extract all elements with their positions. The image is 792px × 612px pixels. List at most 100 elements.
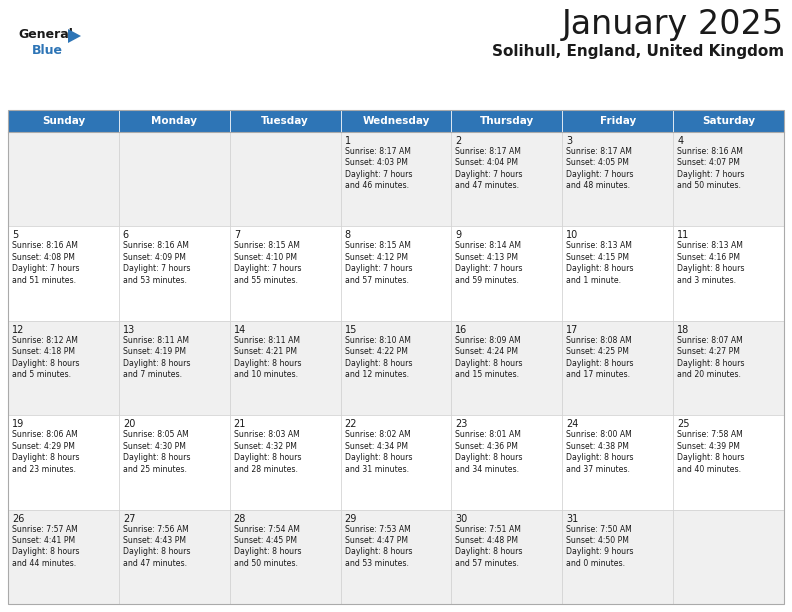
Text: Sunrise: 8:17 AM
Sunset: 4:03 PM
Daylight: 7 hours
and 46 minutes.: Sunrise: 8:17 AM Sunset: 4:03 PM Dayligh…: [345, 147, 412, 190]
Bar: [451, 132, 562, 226]
Text: 22: 22: [345, 419, 357, 429]
Text: 3: 3: [566, 136, 573, 146]
Text: Sunrise: 8:05 AM
Sunset: 4:30 PM
Daylight: 8 hours
and 25 minutes.: Sunrise: 8:05 AM Sunset: 4:30 PM Dayligh…: [123, 430, 190, 474]
Text: 24: 24: [566, 419, 579, 429]
Text: 17: 17: [566, 325, 579, 335]
Bar: [8, 415, 119, 510]
Text: 14: 14: [234, 325, 246, 335]
Text: Sunrise: 8:15 AM
Sunset: 4:12 PM
Daylight: 7 hours
and 57 minutes.: Sunrise: 8:15 AM Sunset: 4:12 PM Dayligh…: [345, 241, 412, 285]
Bar: [8, 110, 119, 132]
Text: Sunrise: 8:16 AM
Sunset: 4:07 PM
Daylight: 7 hours
and 50 minutes.: Sunrise: 8:16 AM Sunset: 4:07 PM Dayligh…: [677, 147, 744, 190]
Text: 18: 18: [677, 325, 689, 335]
Bar: [230, 110, 341, 132]
Bar: [119, 132, 230, 226]
Text: Sunrise: 7:54 AM
Sunset: 4:45 PM
Daylight: 8 hours
and 50 minutes.: Sunrise: 7:54 AM Sunset: 4:45 PM Dayligh…: [234, 524, 301, 568]
Text: 26: 26: [12, 513, 25, 524]
Text: 5: 5: [12, 230, 18, 241]
Text: Tuesday: Tuesday: [261, 116, 309, 126]
Bar: [8, 226, 119, 321]
Text: Blue: Blue: [32, 44, 63, 57]
Bar: [230, 321, 341, 415]
Bar: [562, 510, 673, 604]
Text: 31: 31: [566, 513, 578, 524]
Text: Solihull, England, United Kingdom: Solihull, England, United Kingdom: [492, 44, 784, 59]
Text: Sunday: Sunday: [42, 116, 85, 126]
Text: 7: 7: [234, 230, 240, 241]
Bar: [673, 510, 784, 604]
Bar: [562, 132, 673, 226]
Bar: [673, 132, 784, 226]
Text: Sunrise: 8:14 AM
Sunset: 4:13 PM
Daylight: 7 hours
and 59 minutes.: Sunrise: 8:14 AM Sunset: 4:13 PM Dayligh…: [455, 241, 523, 285]
Bar: [341, 510, 451, 604]
Bar: [230, 510, 341, 604]
Text: Wednesday: Wednesday: [362, 116, 430, 126]
Bar: [451, 415, 562, 510]
Text: Sunrise: 8:15 AM
Sunset: 4:10 PM
Daylight: 7 hours
and 55 minutes.: Sunrise: 8:15 AM Sunset: 4:10 PM Dayligh…: [234, 241, 301, 285]
Text: 9: 9: [455, 230, 462, 241]
Text: Sunrise: 8:12 AM
Sunset: 4:18 PM
Daylight: 8 hours
and 5 minutes.: Sunrise: 8:12 AM Sunset: 4:18 PM Dayligh…: [12, 336, 79, 379]
Text: Sunrise: 8:07 AM
Sunset: 4:27 PM
Daylight: 8 hours
and 20 minutes.: Sunrise: 8:07 AM Sunset: 4:27 PM Dayligh…: [677, 336, 744, 379]
Bar: [230, 415, 341, 510]
Text: Sunrise: 8:17 AM
Sunset: 4:05 PM
Daylight: 7 hours
and 48 minutes.: Sunrise: 8:17 AM Sunset: 4:05 PM Dayligh…: [566, 147, 634, 190]
Text: Sunrise: 8:16 AM
Sunset: 4:09 PM
Daylight: 7 hours
and 53 minutes.: Sunrise: 8:16 AM Sunset: 4:09 PM Dayligh…: [123, 241, 190, 285]
Text: Sunrise: 8:00 AM
Sunset: 4:38 PM
Daylight: 8 hours
and 37 minutes.: Sunrise: 8:00 AM Sunset: 4:38 PM Dayligh…: [566, 430, 634, 474]
Text: 27: 27: [123, 513, 135, 524]
Text: 4: 4: [677, 136, 683, 146]
Text: 6: 6: [123, 230, 129, 241]
Bar: [451, 321, 562, 415]
Bar: [673, 226, 784, 321]
Bar: [341, 132, 451, 226]
Text: Sunrise: 8:13 AM
Sunset: 4:15 PM
Daylight: 8 hours
and 1 minute.: Sunrise: 8:13 AM Sunset: 4:15 PM Dayligh…: [566, 241, 634, 285]
Text: 21: 21: [234, 419, 246, 429]
Text: Sunrise: 8:11 AM
Sunset: 4:19 PM
Daylight: 8 hours
and 7 minutes.: Sunrise: 8:11 AM Sunset: 4:19 PM Dayligh…: [123, 336, 190, 379]
Bar: [8, 132, 119, 226]
Text: 1: 1: [345, 136, 351, 146]
Text: 28: 28: [234, 513, 246, 524]
Bar: [119, 110, 230, 132]
Text: Sunrise: 7:51 AM
Sunset: 4:48 PM
Daylight: 8 hours
and 57 minutes.: Sunrise: 7:51 AM Sunset: 4:48 PM Dayligh…: [455, 524, 523, 568]
Bar: [230, 132, 341, 226]
Bar: [562, 226, 673, 321]
Bar: [8, 110, 784, 604]
Bar: [341, 321, 451, 415]
Text: 10: 10: [566, 230, 578, 241]
Text: 12: 12: [12, 325, 25, 335]
Text: 23: 23: [455, 419, 468, 429]
Text: Sunrise: 8:03 AM
Sunset: 4:32 PM
Daylight: 8 hours
and 28 minutes.: Sunrise: 8:03 AM Sunset: 4:32 PM Dayligh…: [234, 430, 301, 474]
Text: 2: 2: [455, 136, 462, 146]
Text: Friday: Friday: [600, 116, 636, 126]
Text: General: General: [18, 28, 73, 41]
Text: Sunrise: 8:13 AM
Sunset: 4:16 PM
Daylight: 8 hours
and 3 minutes.: Sunrise: 8:13 AM Sunset: 4:16 PM Dayligh…: [677, 241, 744, 285]
Text: Sunrise: 8:01 AM
Sunset: 4:36 PM
Daylight: 8 hours
and 34 minutes.: Sunrise: 8:01 AM Sunset: 4:36 PM Dayligh…: [455, 430, 523, 474]
Bar: [230, 226, 341, 321]
Text: Sunrise: 8:10 AM
Sunset: 4:22 PM
Daylight: 8 hours
and 12 minutes.: Sunrise: 8:10 AM Sunset: 4:22 PM Dayligh…: [345, 336, 412, 379]
Text: Sunrise: 8:17 AM
Sunset: 4:04 PM
Daylight: 7 hours
and 47 minutes.: Sunrise: 8:17 AM Sunset: 4:04 PM Dayligh…: [455, 147, 523, 190]
Bar: [673, 110, 784, 132]
Text: 16: 16: [455, 325, 468, 335]
Bar: [562, 321, 673, 415]
Text: January 2025: January 2025: [562, 8, 784, 41]
Bar: [8, 321, 119, 415]
Text: 19: 19: [12, 419, 25, 429]
Bar: [451, 510, 562, 604]
Text: Saturday: Saturday: [702, 116, 755, 126]
Bar: [119, 510, 230, 604]
Bar: [119, 321, 230, 415]
Bar: [119, 226, 230, 321]
Bar: [562, 110, 673, 132]
Polygon shape: [68, 29, 81, 43]
Text: Thursday: Thursday: [480, 116, 534, 126]
Bar: [451, 110, 562, 132]
Bar: [673, 415, 784, 510]
Text: Sunrise: 7:53 AM
Sunset: 4:47 PM
Daylight: 8 hours
and 53 minutes.: Sunrise: 7:53 AM Sunset: 4:47 PM Dayligh…: [345, 524, 412, 568]
Text: Sunrise: 8:08 AM
Sunset: 4:25 PM
Daylight: 8 hours
and 17 minutes.: Sunrise: 8:08 AM Sunset: 4:25 PM Dayligh…: [566, 336, 634, 379]
Bar: [562, 415, 673, 510]
Text: 13: 13: [123, 325, 135, 335]
Text: Sunrise: 7:50 AM
Sunset: 4:50 PM
Daylight: 9 hours
and 0 minutes.: Sunrise: 7:50 AM Sunset: 4:50 PM Dayligh…: [566, 524, 634, 568]
Bar: [341, 226, 451, 321]
Bar: [119, 415, 230, 510]
Bar: [451, 226, 562, 321]
Text: 20: 20: [123, 419, 135, 429]
Text: Sunrise: 8:09 AM
Sunset: 4:24 PM
Daylight: 8 hours
and 15 minutes.: Sunrise: 8:09 AM Sunset: 4:24 PM Dayligh…: [455, 336, 523, 379]
Bar: [341, 110, 451, 132]
